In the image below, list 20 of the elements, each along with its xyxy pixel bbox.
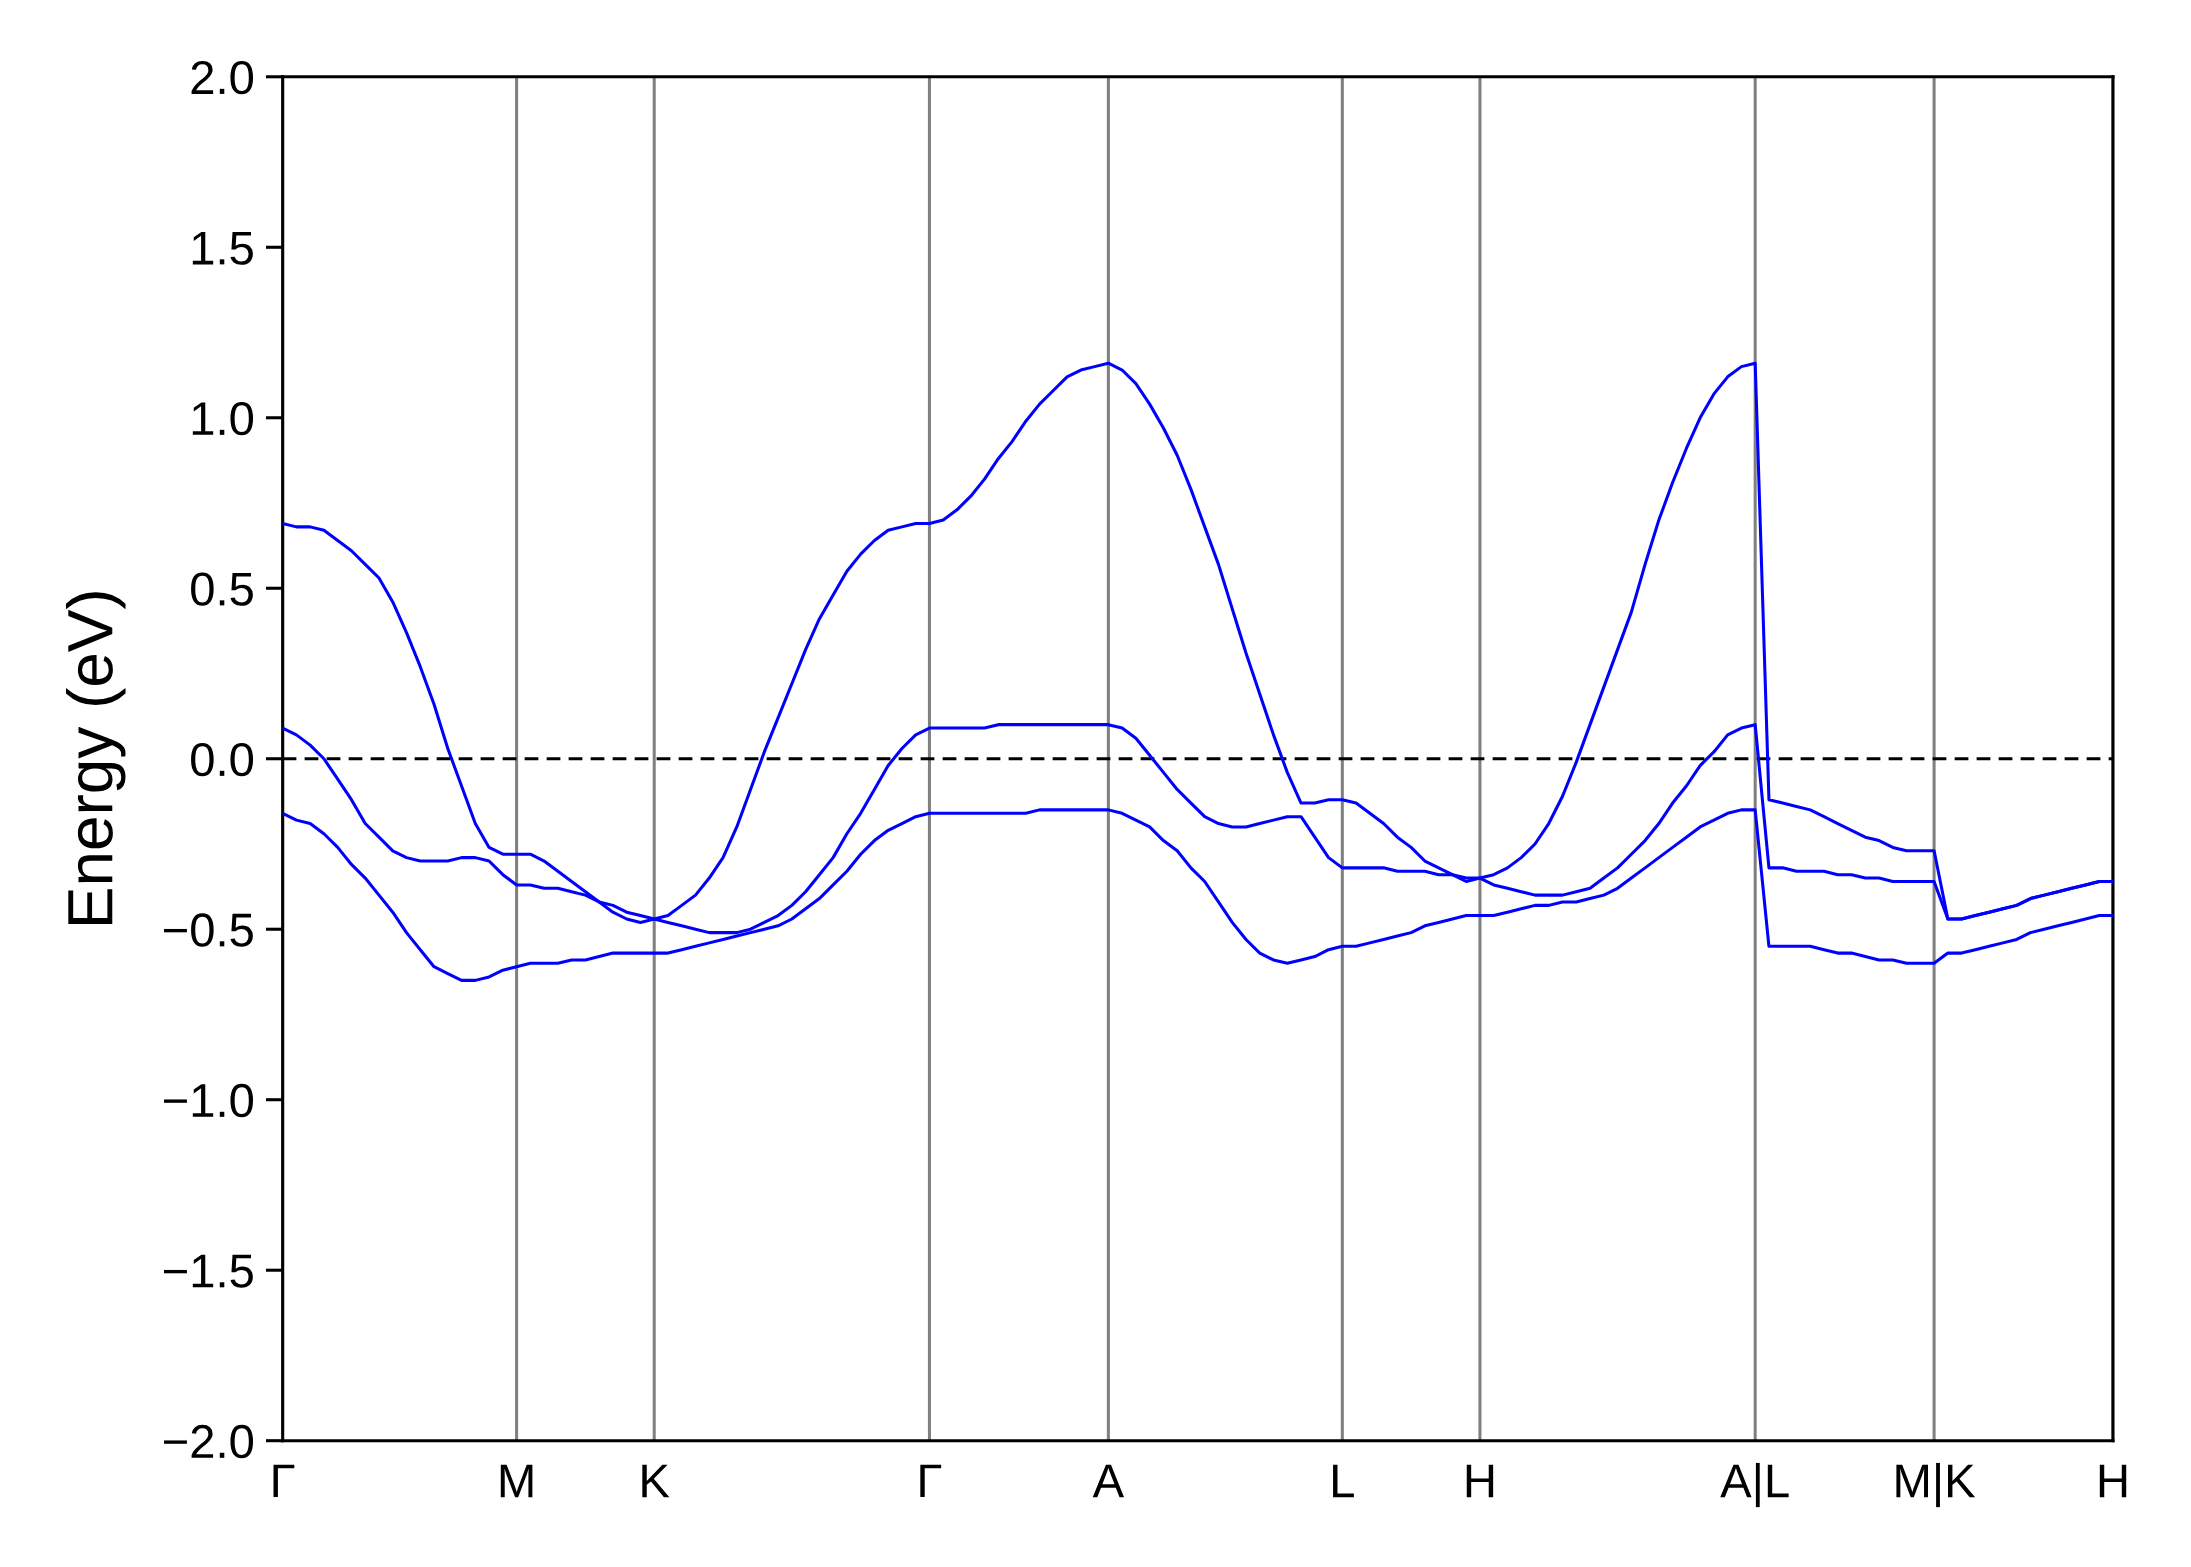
x-tick-label: M (500, 1464, 533, 1498)
y-tick-label: 0.0 (191, 742, 254, 777)
y-tick-label: −0.5 (163, 913, 253, 947)
y-tick-label: 1.5 (192, 231, 253, 265)
y-tick-label: −2.0 (163, 1424, 254, 1459)
x-tick-label: A (1092, 1464, 1125, 1498)
y-tick-label: 0.5 (191, 572, 253, 606)
x-tick-label: H (1466, 1464, 1494, 1498)
y-tick-label: −1.5 (163, 1254, 253, 1288)
y-tick-label: −1.0 (163, 1083, 254, 1118)
y-tick-label: 2.0 (191, 60, 254, 95)
x-tick-label: H (2099, 1464, 2127, 1498)
x-tick-label: A|L (1720, 1462, 1789, 1508)
y-axis-title: Energy (eV) (65, 592, 126, 924)
x-tick-label: M|K (1896, 1462, 1976, 1508)
x-tick-label: Γ (920, 1464, 942, 1498)
x-tick-label: K (642, 1464, 670, 1498)
y-tick-label: 1.0 (192, 401, 254, 436)
x-tick-label: Γ (273, 1464, 295, 1498)
x-tick-label: L (1333, 1464, 1354, 1498)
